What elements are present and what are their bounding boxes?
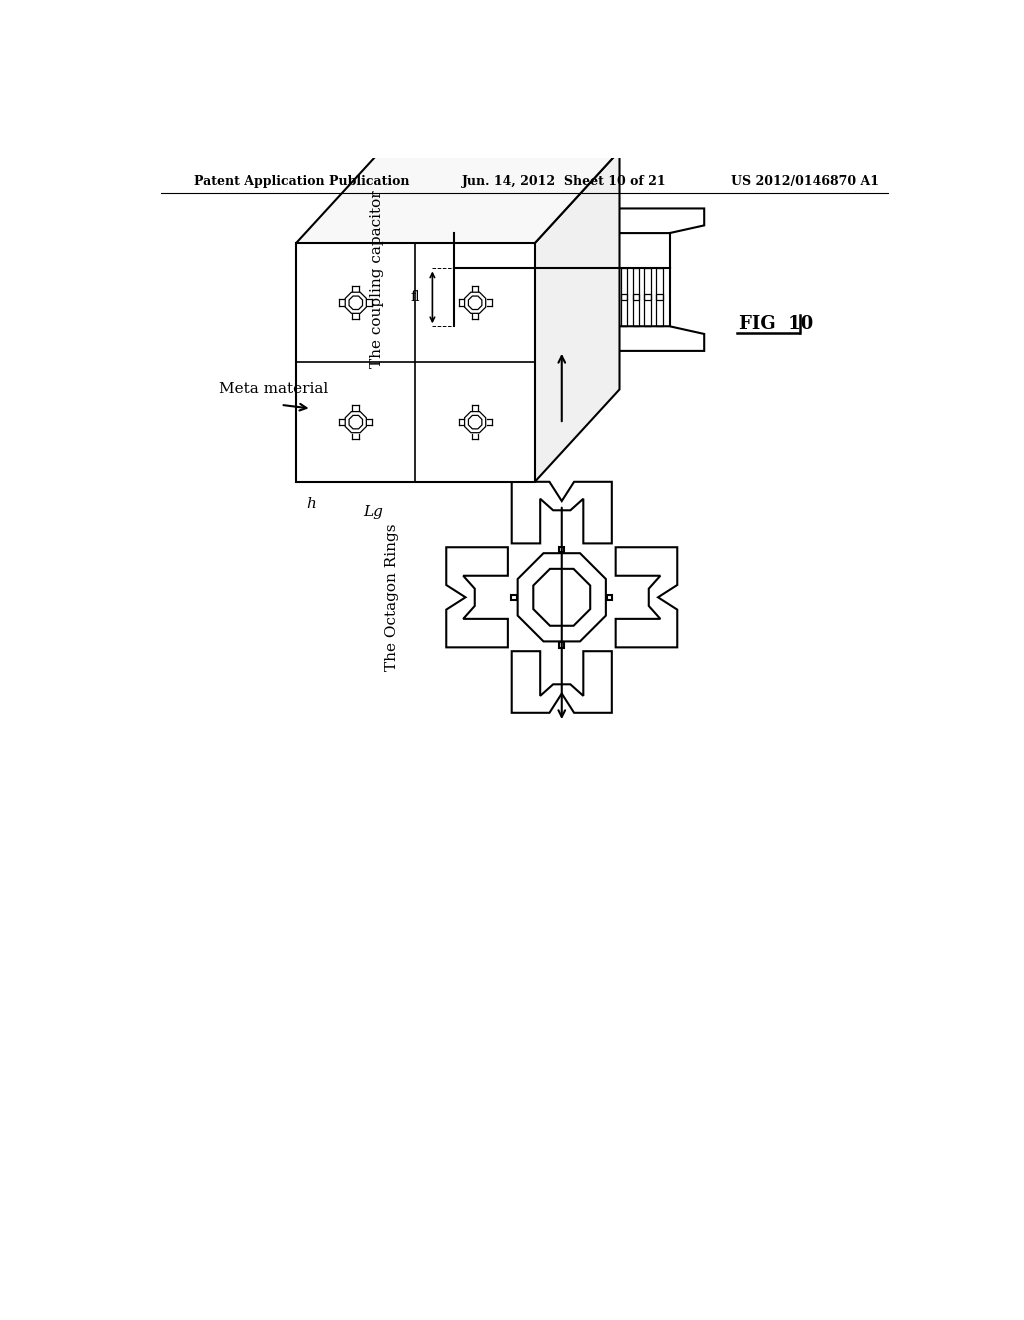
Text: Lg: Lg — [364, 506, 383, 519]
Text: fl: fl — [411, 290, 420, 305]
Polygon shape — [559, 643, 564, 648]
Polygon shape — [296, 243, 535, 482]
Text: US 2012/0146870 A1: US 2012/0146870 A1 — [731, 176, 880, 187]
Text: The Octagon Rings: The Octagon Rings — [385, 524, 399, 671]
Polygon shape — [512, 482, 611, 544]
Polygon shape — [607, 594, 612, 601]
Text: The coupling capacitor: The coupling capacitor — [370, 191, 384, 368]
Polygon shape — [535, 150, 620, 482]
Polygon shape — [511, 594, 517, 601]
Polygon shape — [446, 548, 508, 647]
Text: Jun. 14, 2012  Sheet 10 of 21: Jun. 14, 2012 Sheet 10 of 21 — [462, 176, 667, 187]
Text: Patent Application Publication: Patent Application Publication — [194, 176, 410, 187]
Polygon shape — [615, 548, 677, 647]
Polygon shape — [512, 651, 611, 713]
Text: Meta material: Meta material — [219, 383, 329, 396]
Text: h: h — [306, 498, 316, 511]
Polygon shape — [559, 546, 564, 552]
Polygon shape — [296, 150, 620, 243]
Text: FIG  10: FIG 10 — [739, 315, 813, 333]
